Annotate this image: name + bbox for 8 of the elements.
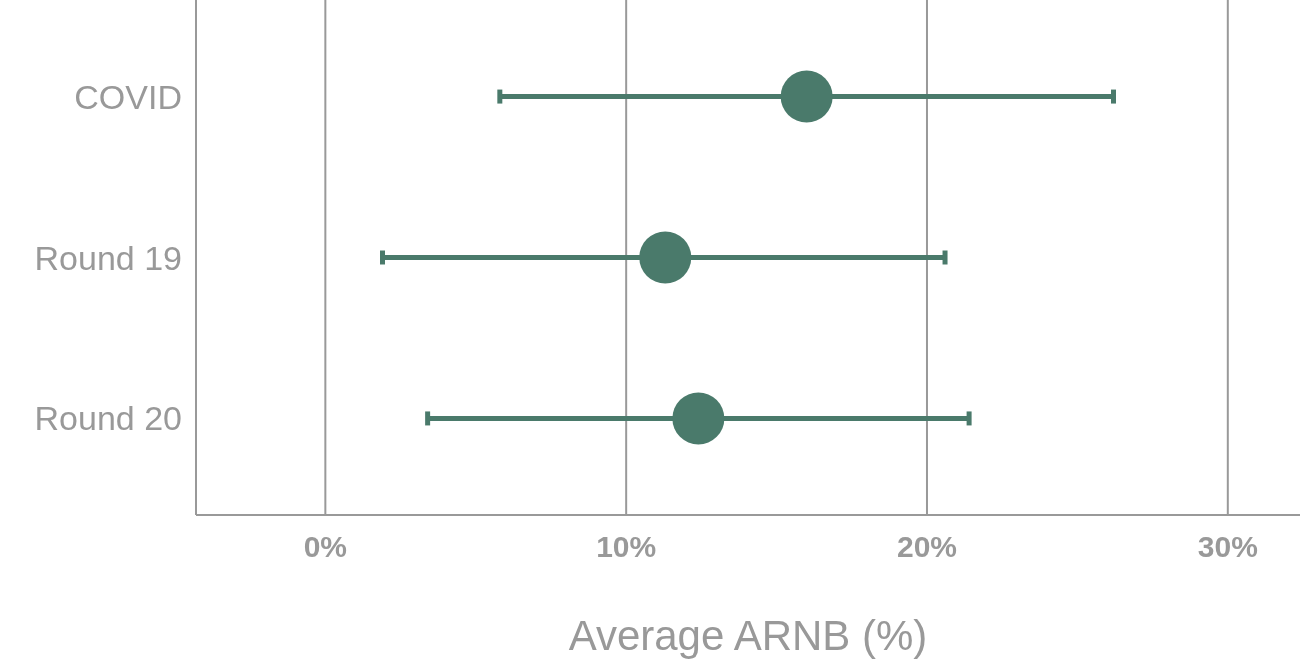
x-tick-label: 20% bbox=[896, 530, 958, 563]
y-tick-label: COVID bbox=[74, 77, 182, 116]
x-tick-label: 30% bbox=[1197, 530, 1258, 563]
x-tick-label: 0% bbox=[303, 530, 348, 563]
y-tick-label: Round 19 bbox=[34, 238, 182, 277]
y-tick-label: Round 20 bbox=[34, 399, 182, 438]
x-axis-title: Average ARNB (%) bbox=[568, 612, 928, 659]
x-tick-label: 10% bbox=[596, 530, 657, 563]
